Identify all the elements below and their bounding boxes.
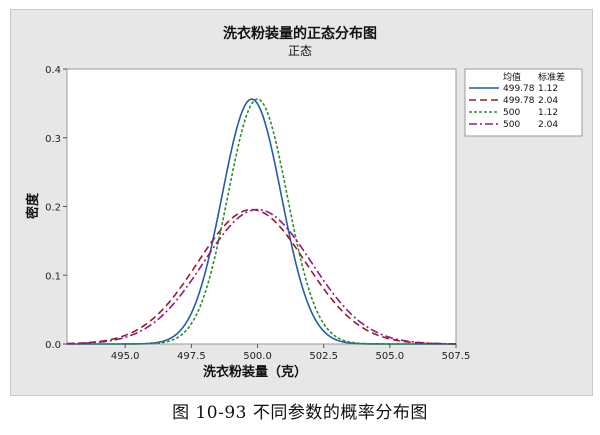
figure-caption: 图 10-93 不同参数的概率分布图 bbox=[172, 403, 428, 423]
legend-box bbox=[464, 68, 583, 137]
series-curve-2 bbox=[67, 98, 456, 345]
y-axis: 0.0 0.1 0.2 0.3 0.4 bbox=[45, 65, 67, 351]
curves-layer bbox=[66, 98, 457, 345]
series-curve-1 bbox=[66, 208, 457, 345]
legend-sd-0: 1.12 bbox=[538, 84, 558, 94]
chart-title: 洗衣粉装量的正态分布图 bbox=[223, 25, 377, 42]
x-tick-label-1: 497.5 bbox=[177, 351, 206, 362]
x-tick-label-3: 502.5 bbox=[309, 351, 338, 362]
chart-subtitle: 正态 bbox=[288, 44, 312, 58]
legend-sd-3: 2.04 bbox=[538, 120, 558, 130]
x-tick-label-2: 500.0 bbox=[243, 351, 272, 362]
x-tick-label-5: 507.5 bbox=[442, 351, 471, 362]
plot-area bbox=[66, 68, 457, 345]
x-tick-label-0: 495.0 bbox=[111, 351, 140, 362]
y-tick-label-1: 0.1 bbox=[45, 271, 61, 282]
x-axis: 495.0 497.5 500.0 502.5 505.0 507.5 bbox=[111, 344, 470, 362]
series-curve-3 bbox=[66, 208, 457, 345]
legend-header-mean: 均值 bbox=[503, 71, 521, 83]
legend-mean-2: 500 bbox=[503, 108, 520, 118]
y-tick-label-3: 0.3 bbox=[45, 134, 61, 145]
y-tick-label-4: 0.4 bbox=[45, 65, 61, 76]
legend-mean-1: 499.78 bbox=[503, 96, 535, 106]
legend-sd-2: 1.12 bbox=[538, 108, 558, 118]
legend-mean-0: 499.78 bbox=[503, 84, 535, 94]
y-tick-label-2: 0.2 bbox=[45, 203, 61, 214]
legend-mean-3: 500 bbox=[503, 120, 520, 130]
y-axis-label: 密度 bbox=[25, 192, 41, 220]
legend-header-sd: 标准差 bbox=[538, 71, 565, 83]
x-axis-label: 洗衣粉装量（克） bbox=[203, 364, 307, 380]
series-curve-0 bbox=[67, 98, 456, 345]
x-tick-label-4: 505.0 bbox=[376, 351, 405, 362]
legend-sd-1: 2.04 bbox=[538, 96, 558, 106]
y-tick-label-0: 0.0 bbox=[45, 340, 61, 351]
